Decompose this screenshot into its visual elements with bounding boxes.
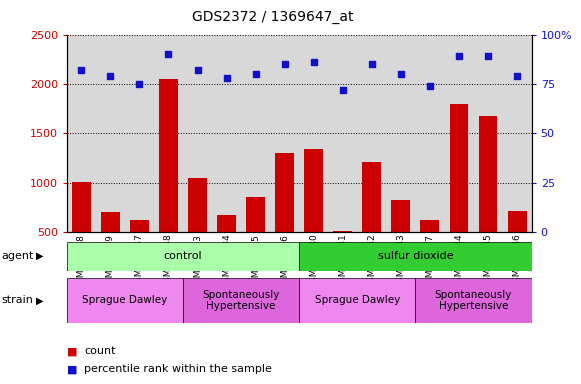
Text: Spontaneously
Hypertensive: Spontaneously Hypertensive xyxy=(202,290,280,311)
Point xyxy=(483,53,493,60)
Bar xyxy=(508,210,526,282)
Point xyxy=(106,73,115,79)
Point xyxy=(309,59,318,65)
Text: ▶: ▶ xyxy=(36,251,43,261)
Text: ▶: ▶ xyxy=(36,295,43,305)
Text: GDS2372 / 1369647_at: GDS2372 / 1369647_at xyxy=(192,10,354,23)
Text: ■: ■ xyxy=(67,346,77,356)
Bar xyxy=(415,278,532,323)
Bar xyxy=(421,220,439,282)
Bar xyxy=(450,104,468,282)
Point xyxy=(338,87,347,93)
Bar xyxy=(246,197,265,282)
Bar xyxy=(159,79,178,282)
Point xyxy=(367,61,376,67)
Point xyxy=(425,83,435,89)
Bar xyxy=(333,231,352,282)
Text: Sprague Dawley: Sprague Dawley xyxy=(315,295,400,306)
Bar xyxy=(67,278,183,323)
Bar xyxy=(299,242,532,271)
Point xyxy=(396,71,406,77)
Point xyxy=(193,67,202,73)
Text: count: count xyxy=(84,346,116,356)
Text: sulfur dioxide: sulfur dioxide xyxy=(378,251,453,262)
Bar xyxy=(72,182,91,282)
Bar xyxy=(479,116,497,282)
Bar xyxy=(275,153,294,282)
Bar xyxy=(130,220,149,282)
Point xyxy=(512,73,522,79)
Point xyxy=(251,71,260,77)
Bar xyxy=(67,242,299,271)
Bar xyxy=(392,200,410,282)
Bar xyxy=(101,212,120,282)
Text: control: control xyxy=(164,251,202,262)
Text: Sprague Dawley: Sprague Dawley xyxy=(83,295,167,306)
Text: percentile rank within the sample: percentile rank within the sample xyxy=(84,364,272,374)
Text: Spontaneously
Hypertensive: Spontaneously Hypertensive xyxy=(435,290,512,311)
Bar xyxy=(363,162,381,282)
Point xyxy=(77,67,86,73)
Bar xyxy=(188,178,207,282)
Point xyxy=(454,53,464,60)
Bar xyxy=(217,215,236,282)
Bar xyxy=(183,278,299,323)
Text: agent: agent xyxy=(1,251,34,261)
Point xyxy=(164,51,173,58)
Point xyxy=(135,81,144,87)
Text: strain: strain xyxy=(1,295,33,305)
Point xyxy=(222,75,231,81)
Point xyxy=(280,61,289,67)
Bar xyxy=(304,149,323,282)
Text: ■: ■ xyxy=(67,364,77,374)
Bar xyxy=(299,278,415,323)
